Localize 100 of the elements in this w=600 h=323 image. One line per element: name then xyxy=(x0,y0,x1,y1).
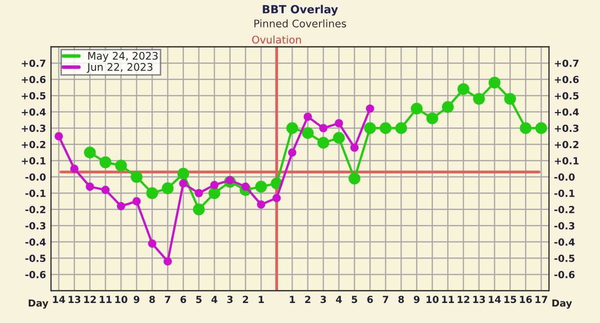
point xyxy=(426,112,438,124)
x-tick-label: 3 xyxy=(320,296,326,304)
point xyxy=(350,143,359,152)
point xyxy=(256,200,266,209)
x-tick-label: 13 xyxy=(473,296,485,304)
point xyxy=(473,92,485,105)
y-tick-label: -0.2 xyxy=(25,206,46,214)
point xyxy=(116,202,126,210)
point xyxy=(410,102,423,115)
y-tick-label: +0.4 xyxy=(22,108,46,116)
x-tick-label: 16 xyxy=(520,296,532,304)
x-tick-label: 1 xyxy=(258,296,264,303)
point xyxy=(380,122,392,134)
point xyxy=(319,124,328,132)
y2-tick-label: -0.6 xyxy=(554,270,575,278)
x-tick-label: 11 xyxy=(100,296,112,303)
x-tick-label: 13 xyxy=(68,296,80,304)
point xyxy=(177,168,190,180)
x-tick-label: 9 xyxy=(414,296,420,304)
y-tick-label: -0.5 xyxy=(25,254,46,262)
y2-tick-label: -0.3 xyxy=(554,222,574,230)
point xyxy=(286,122,298,134)
x-tick-label: 6 xyxy=(180,296,186,304)
point xyxy=(272,194,281,202)
point xyxy=(101,186,110,194)
chart-title: BBT Overlay xyxy=(262,4,338,16)
x-tick-label: 8 xyxy=(398,296,404,304)
y2-tick-label: -0.0 xyxy=(554,173,575,181)
point xyxy=(100,156,112,168)
point xyxy=(192,204,205,216)
y-tick-label: -0.0 xyxy=(25,173,46,181)
y2-tick-label: -0.4 xyxy=(554,238,575,246)
x-tick-label: 3 xyxy=(227,296,233,304)
point xyxy=(304,112,312,121)
point xyxy=(535,122,548,134)
x-tick-label: 4 xyxy=(211,296,218,303)
point xyxy=(208,187,220,200)
x-tick-label: 7 xyxy=(164,296,170,303)
y2-tick-label: +0.6 xyxy=(554,76,579,84)
y2-tick-label: -0.1 xyxy=(554,190,574,197)
y2-tick-label: -0.5 xyxy=(554,254,574,262)
x-tick-label: 12 xyxy=(84,296,96,303)
text: Day xyxy=(552,299,572,309)
x-tick-label: 14 xyxy=(488,296,501,303)
point xyxy=(488,76,500,89)
point xyxy=(132,197,141,206)
point xyxy=(70,164,79,173)
y-tick-label: +0.5 xyxy=(22,92,46,100)
chart-subtitle: Pinned Coverlines xyxy=(254,19,346,28)
point xyxy=(179,179,188,188)
x-tick-label: 12 xyxy=(458,296,470,303)
point xyxy=(458,83,470,96)
point xyxy=(84,146,96,158)
point xyxy=(54,132,63,140)
point xyxy=(302,127,314,139)
point xyxy=(520,122,532,134)
y2-tick-label: +0.5 xyxy=(554,92,579,100)
point xyxy=(194,188,204,198)
x-tick-label: 9 xyxy=(134,296,140,304)
x-tick-label: 1 xyxy=(290,296,295,303)
x-tick-label: 14 xyxy=(53,296,66,303)
x-tick-label: 6 xyxy=(367,296,373,304)
y2-tick-label: +0.7 xyxy=(554,60,578,67)
legend-label: May 24, 2023 xyxy=(88,52,158,62)
x-tick-label: 11 xyxy=(442,296,454,303)
point xyxy=(333,132,345,144)
x-tick-label: 5 xyxy=(196,296,202,304)
point xyxy=(241,182,250,191)
point xyxy=(364,122,376,134)
point xyxy=(164,257,172,266)
point xyxy=(255,180,267,193)
y2-tick-label: +0.1 xyxy=(554,157,579,164)
y-tick-label: -0.4 xyxy=(25,238,46,246)
point xyxy=(317,136,330,149)
point xyxy=(148,239,156,248)
x-tick-label: 17 xyxy=(536,296,548,303)
x-tick-label: 15 xyxy=(504,296,516,304)
point xyxy=(348,172,360,184)
y2-tick-label: +0.3 xyxy=(554,124,578,132)
x-axis-title: Day xyxy=(28,299,48,309)
point xyxy=(86,182,94,191)
point xyxy=(146,187,158,200)
x-tick-label: 4 xyxy=(336,296,342,303)
point xyxy=(130,170,142,183)
point xyxy=(162,182,174,194)
x-tick-label: 2 xyxy=(305,296,310,303)
y-tick-label: +0.2 xyxy=(22,140,46,148)
y-tick-label: +0.6 xyxy=(22,76,46,84)
point xyxy=(115,160,127,172)
ref-line-label: Ovulation xyxy=(252,36,301,44)
point xyxy=(504,92,516,105)
y2-tick-label: +0.4 xyxy=(554,108,579,116)
y-tick-label: -0.3 xyxy=(25,222,46,230)
point xyxy=(288,148,296,157)
y2-tick-label: -0.2 xyxy=(554,206,574,214)
y-tick-label: -0.6 xyxy=(25,270,46,278)
point xyxy=(334,119,344,128)
point xyxy=(210,180,219,190)
x-tick-label: 10 xyxy=(426,296,439,304)
x-tick-label: 8 xyxy=(149,296,155,304)
